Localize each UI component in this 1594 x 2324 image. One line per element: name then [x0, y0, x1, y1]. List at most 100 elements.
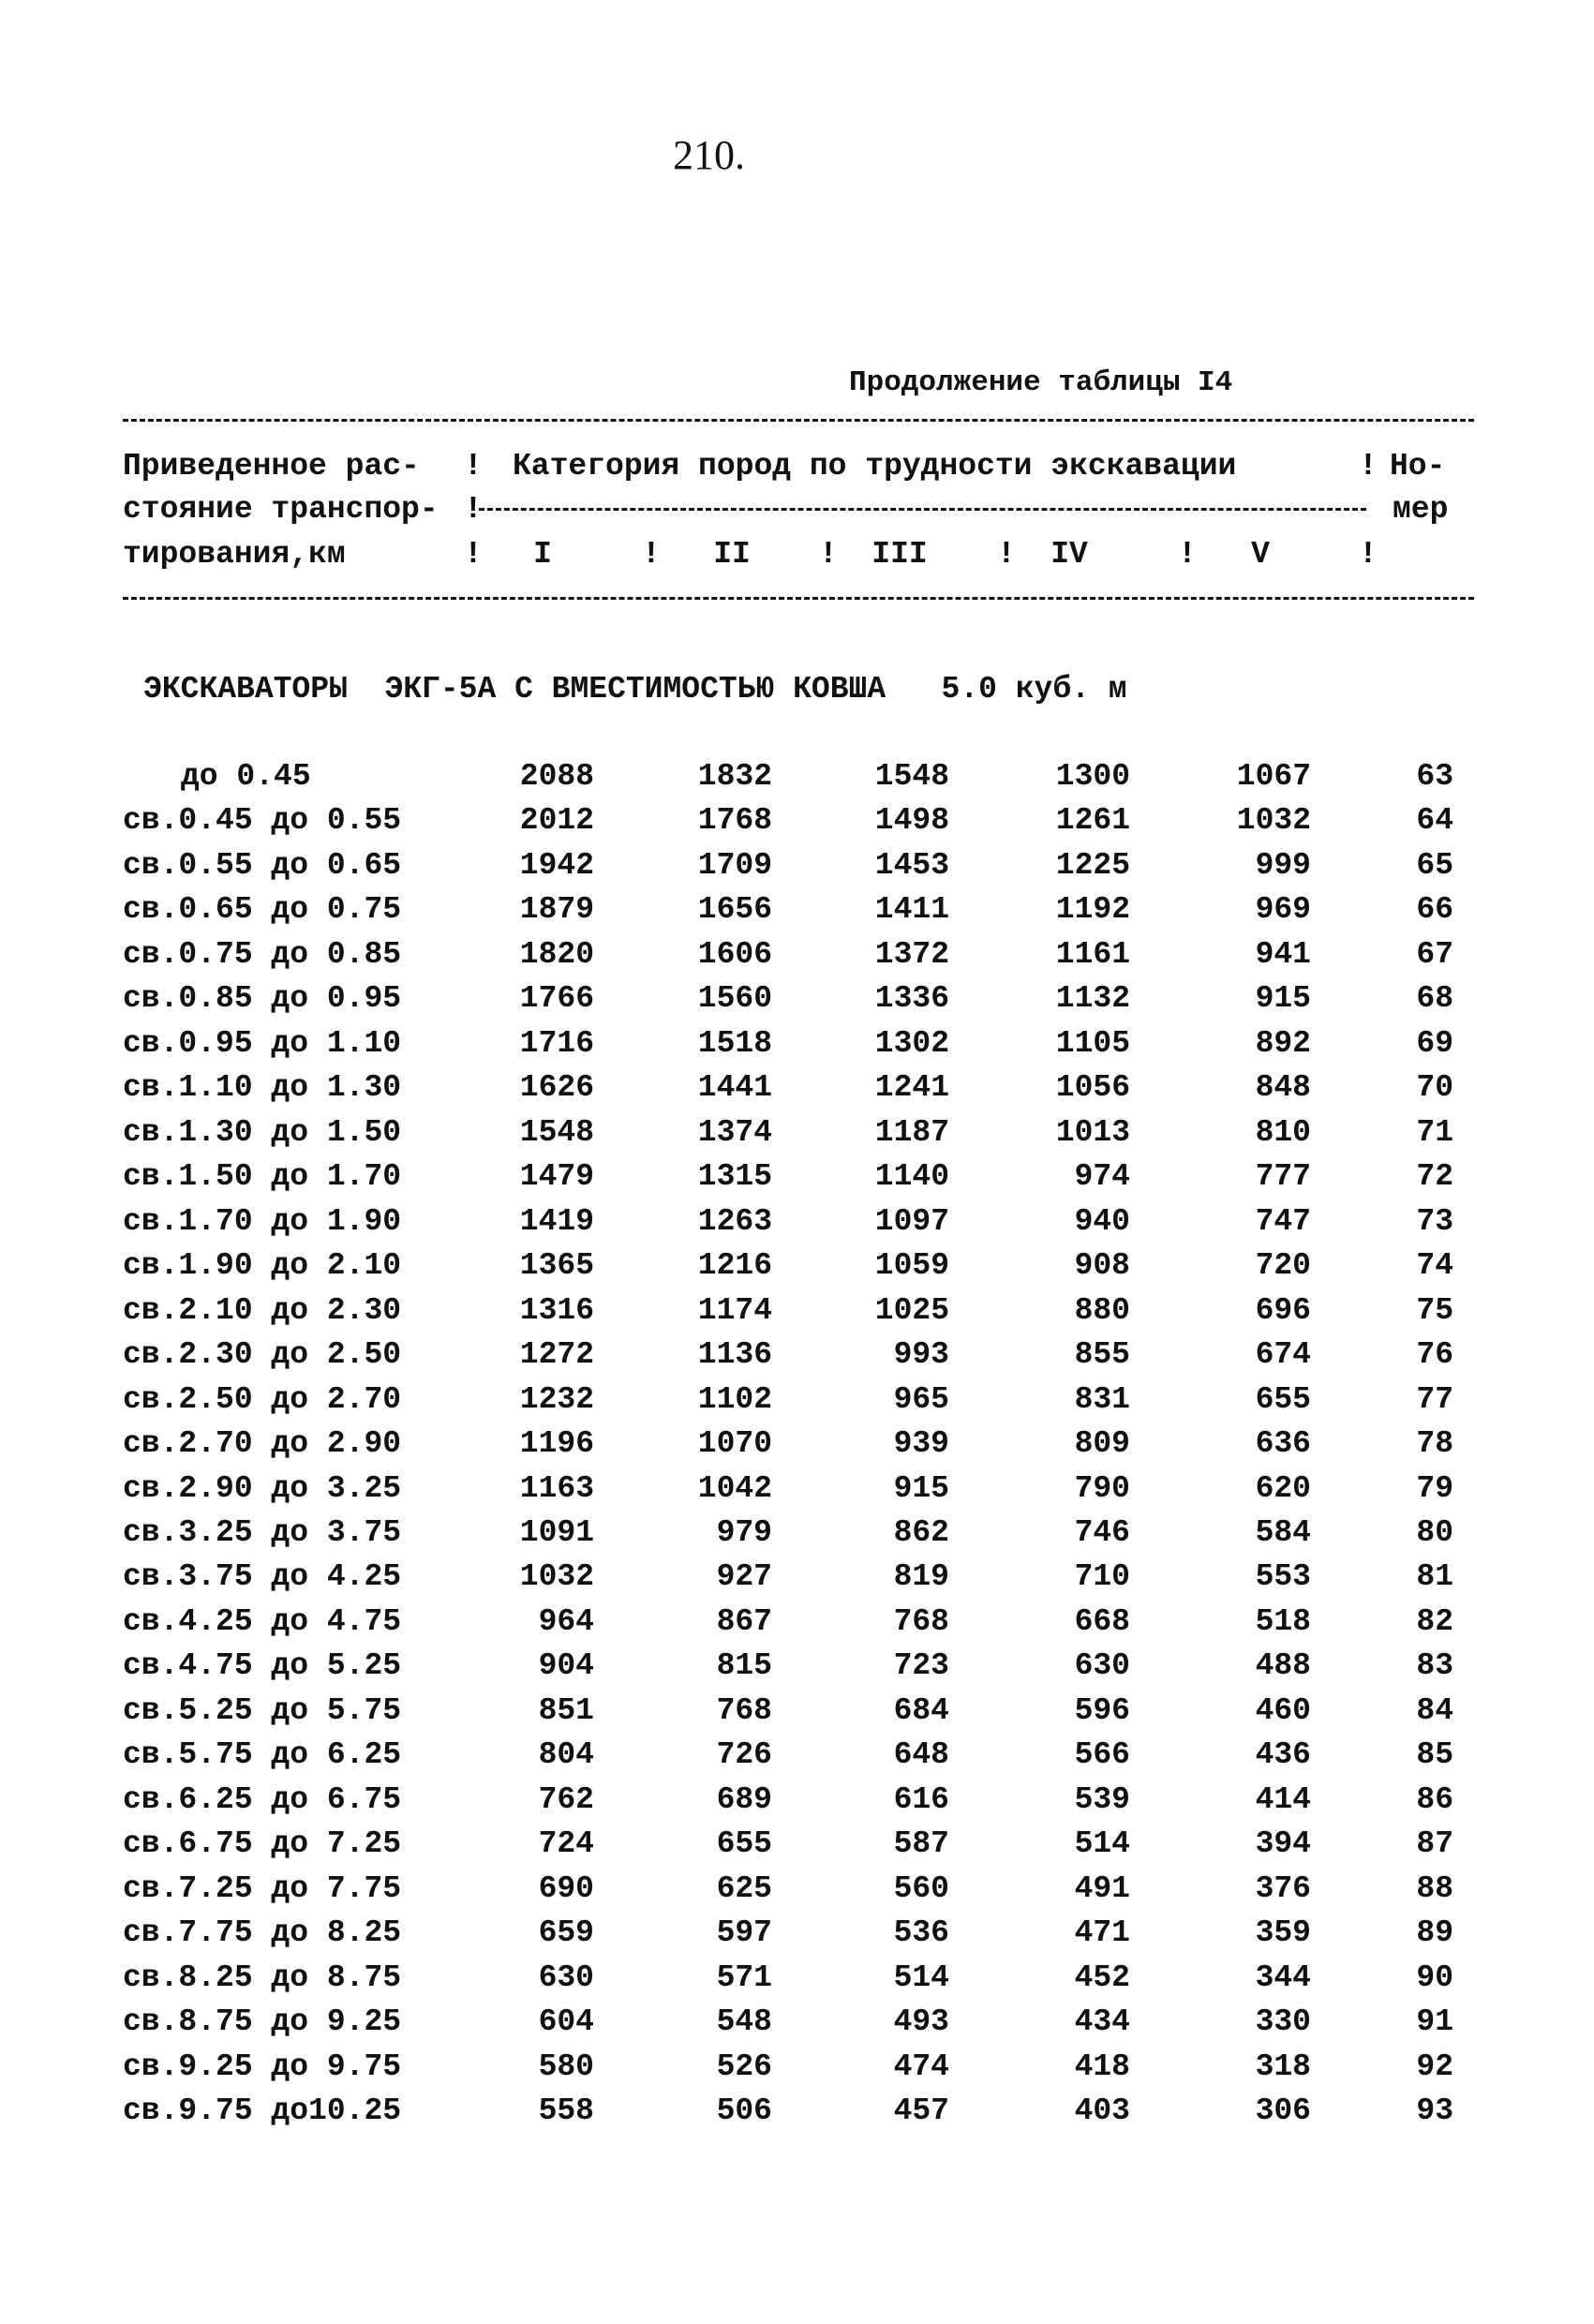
- cell-category-3: 1372: [874, 936, 949, 972]
- cell-category-4: 880: [1074, 1292, 1130, 1328]
- table-top-rule: [123, 419, 1474, 422]
- cell-category-3: 1336: [874, 981, 949, 1017]
- header-separator: !: [997, 537, 1016, 572]
- cell-category-5: 720: [1255, 1248, 1311, 1284]
- row-number: 64: [1416, 803, 1453, 839]
- cell-category-5: 892: [1255, 1025, 1311, 1061]
- cell-category-1: 690: [538, 1870, 594, 1906]
- cell-category-2: 597: [716, 1915, 772, 1951]
- cell-category-1: 1942: [519, 847, 594, 883]
- row-distance: св.4.25 до 4.75: [123, 1603, 402, 1639]
- cell-category-1: 1091: [519, 1514, 594, 1550]
- cell-category-4: 452: [1074, 1959, 1130, 1995]
- cell-category-2: 1518: [697, 1025, 772, 1061]
- row-distance: св.6.25 до 6.75: [123, 1781, 402, 1817]
- header-group-rule: [479, 508, 1366, 511]
- cell-category-4: 1192: [1055, 892, 1130, 928]
- row-distance: св.0.45 до 0.55: [123, 803, 402, 839]
- row-number: 92: [1416, 2048, 1453, 2084]
- cell-category-2: 689: [716, 1781, 772, 1817]
- cell-category-4: 1225: [1055, 847, 1130, 883]
- cell-category-2: 1216: [697, 1248, 772, 1284]
- cell-category-2: 571: [716, 1959, 772, 1995]
- cell-category-2: 1441: [697, 1070, 772, 1106]
- cell-category-4: 566: [1074, 1737, 1130, 1773]
- cell-category-2: 1656: [697, 892, 772, 928]
- header-category-1: I: [533, 537, 552, 572]
- cell-category-2: 867: [716, 1603, 772, 1639]
- cell-category-1: 1548: [519, 1114, 594, 1150]
- row-distance: св.2.30 до 2.50: [123, 1337, 402, 1373]
- cell-category-2: 726: [716, 1737, 772, 1773]
- cell-category-2: 768: [716, 1692, 772, 1728]
- cell-category-3: 1302: [874, 1025, 949, 1061]
- cell-category-4: 596: [1074, 1692, 1130, 1728]
- header-category-group: Категория пород по трудности экскавации: [513, 449, 1237, 484]
- row-number: 76: [1416, 1337, 1453, 1373]
- row-number: 78: [1416, 1426, 1453, 1462]
- row-number: 63: [1416, 759, 1453, 794]
- cell-category-2: 1174: [697, 1292, 772, 1328]
- cell-category-1: 1232: [519, 1381, 594, 1417]
- cell-category-1: 630: [538, 1959, 594, 1995]
- cell-category-4: 1300: [1055, 759, 1130, 794]
- cell-category-3: 457: [893, 2093, 949, 2129]
- cell-category-1: 1163: [519, 1470, 594, 1506]
- cell-category-2: 1709: [697, 847, 772, 883]
- row-distance: св.4.75 до 5.25: [123, 1648, 402, 1684]
- row-number: 68: [1416, 981, 1453, 1017]
- page-number: 210.: [673, 132, 745, 178]
- cell-category-3: 1548: [874, 759, 949, 794]
- cell-category-1: 1820: [519, 936, 594, 972]
- cell-category-1: 604: [538, 2004, 594, 2040]
- row-number: 70: [1416, 1070, 1453, 1106]
- header-separator: !: [642, 537, 661, 572]
- cell-category-3: 1059: [874, 1248, 949, 1284]
- table-caption: Продолжение таблицы I4: [849, 366, 1233, 399]
- cell-category-1: 804: [538, 1737, 594, 1773]
- header-separator: !: [464, 449, 483, 484]
- cell-category-4: 1105: [1055, 1025, 1130, 1061]
- cell-category-4: 940: [1074, 1203, 1130, 1239]
- row-number: 90: [1416, 1959, 1453, 1995]
- cell-category-3: 768: [893, 1603, 949, 1639]
- header-separator: !: [1359, 449, 1378, 484]
- cell-category-4: 974: [1074, 1159, 1130, 1195]
- row-distance: св.1.70 до 1.90: [123, 1203, 402, 1239]
- row-distance: св.1.90 до 2.10: [123, 1248, 402, 1284]
- header-number-line-2: мер: [1393, 492, 1449, 527]
- cell-category-5: 436: [1255, 1737, 1311, 1773]
- cell-category-4: 1013: [1055, 1114, 1130, 1150]
- cell-category-3: 915: [893, 1470, 949, 1506]
- cell-category-3: 819: [893, 1559, 949, 1595]
- cell-category-5: 747: [1255, 1203, 1311, 1239]
- cell-category-3: 1025: [874, 1292, 949, 1328]
- cell-category-4: 710: [1074, 1559, 1130, 1595]
- cell-category-4: 1161: [1055, 936, 1130, 972]
- row-distance: св.5.75 до 6.25: [123, 1737, 402, 1773]
- cell-category-1: 580: [538, 2048, 594, 2084]
- cell-category-1: 1316: [519, 1292, 594, 1328]
- cell-category-5: 636: [1255, 1426, 1311, 1462]
- cell-category-2: 506: [716, 2093, 772, 2129]
- row-distance: св.2.10 до 2.30: [123, 1292, 402, 1328]
- cell-category-5: 848: [1255, 1070, 1311, 1106]
- cell-category-1: 1196: [519, 1426, 594, 1462]
- row-distance: св.0.55 до 0.65: [123, 847, 402, 883]
- header-category-4: IV: [1050, 537, 1088, 572]
- cell-category-2: 1832: [697, 759, 772, 794]
- cell-category-2: 815: [716, 1648, 772, 1684]
- header-distance-line-2: стояние транспор-: [123, 492, 439, 527]
- cell-category-1: 1032: [519, 1559, 594, 1595]
- row-distance: св.1.50 до 1.70: [123, 1159, 402, 1195]
- row-number: 91: [1416, 2004, 1453, 2040]
- cell-category-2: 1315: [697, 1159, 772, 1195]
- cell-category-1: 1716: [519, 1025, 594, 1061]
- cell-category-4: 434: [1074, 2004, 1130, 2040]
- cell-category-3: 493: [893, 2004, 949, 2040]
- cell-category-5: 1032: [1236, 803, 1311, 839]
- cell-category-3: 1498: [874, 803, 949, 839]
- cell-category-1: 558: [538, 2093, 594, 2129]
- row-number: 84: [1416, 1692, 1453, 1728]
- cell-category-3: 862: [893, 1514, 949, 1550]
